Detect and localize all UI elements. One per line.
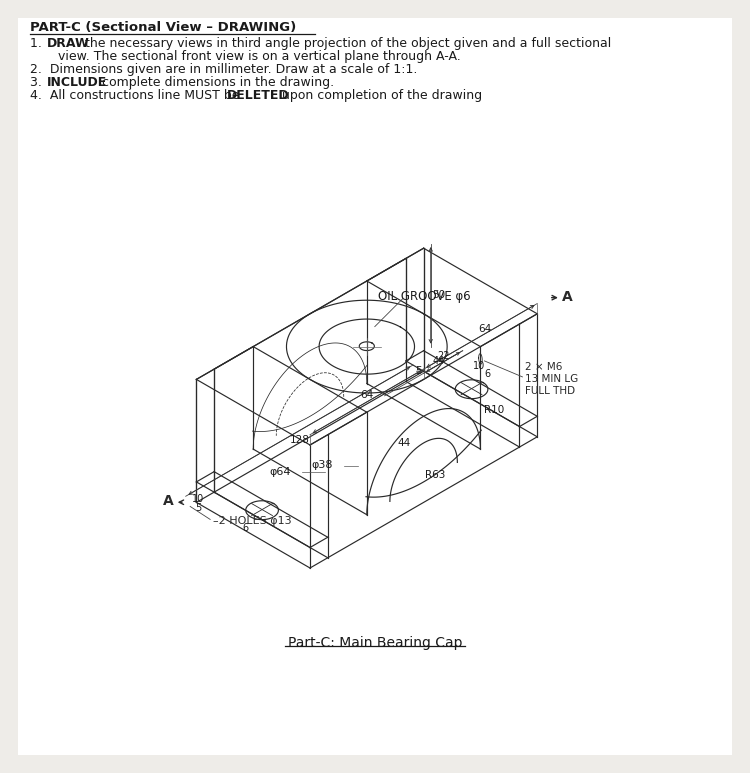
Text: φ64: φ64 <box>269 467 290 477</box>
Text: 64: 64 <box>478 325 491 335</box>
Text: 6: 6 <box>484 369 490 380</box>
Text: 3.: 3. <box>30 76 50 89</box>
Text: upon completion of the drawing: upon completion of the drawing <box>278 89 482 102</box>
Text: 2.  Dimensions given are in millimeter. Draw at a scale of 1:1.: 2. Dimensions given are in millimeter. D… <box>30 63 417 76</box>
Text: PART-C (Sectional View – DRAWING): PART-C (Sectional View – DRAWING) <box>30 21 296 34</box>
Text: –2 HOLES φ13: –2 HOLES φ13 <box>213 516 292 526</box>
Text: DRAW: DRAW <box>47 37 90 50</box>
Text: 4.  All constructions line MUST be: 4. All constructions line MUST be <box>30 89 244 102</box>
Text: 44: 44 <box>398 438 411 448</box>
Text: 44: 44 <box>433 356 445 366</box>
Text: 50: 50 <box>432 291 445 301</box>
Text: φ38: φ38 <box>311 461 332 471</box>
Text: A: A <box>562 290 573 304</box>
Bar <box>35 98 720 668</box>
Text: OIL GROOVE φ6: OIL GROOVE φ6 <box>379 290 471 303</box>
Text: 6: 6 <box>243 523 249 533</box>
Text: complete dimensions in the drawing.: complete dimensions in the drawing. <box>98 76 334 89</box>
Text: 5: 5 <box>195 503 201 513</box>
Text: R10: R10 <box>484 405 504 415</box>
Text: R63: R63 <box>425 470 445 480</box>
Text: Part-C: Main Bearing Cap: Part-C: Main Bearing Cap <box>288 636 462 650</box>
Text: 1.: 1. <box>30 37 50 50</box>
Text: DELETED: DELETED <box>227 89 290 102</box>
Text: 22: 22 <box>437 351 449 361</box>
Text: INCLUDE: INCLUDE <box>47 76 107 89</box>
Text: the necessary views in third angle projection of the object given and a full sec: the necessary views in third angle proje… <box>81 37 611 50</box>
Text: 10: 10 <box>473 361 485 371</box>
Text: view. The sectional front view is on a vertical plane through A-A.: view. The sectional front view is on a v… <box>58 50 460 63</box>
Text: 5: 5 <box>416 366 422 376</box>
Text: A: A <box>163 494 173 509</box>
Text: 2 × M6
13 MIN LG
FULL THD: 2 × M6 13 MIN LG FULL THD <box>526 363 579 396</box>
Text: 64: 64 <box>360 390 374 400</box>
Text: 10: 10 <box>192 494 204 504</box>
Text: 128: 128 <box>290 434 309 444</box>
